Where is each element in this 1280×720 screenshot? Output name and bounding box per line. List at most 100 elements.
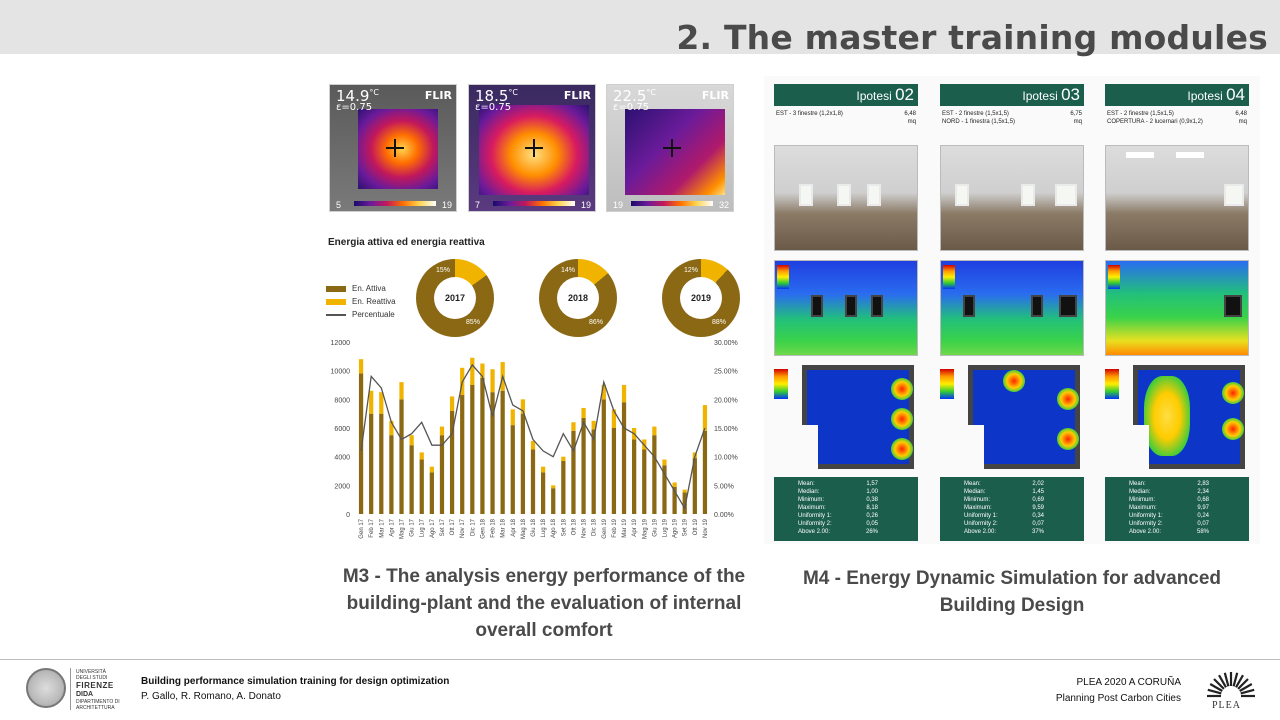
stat-row: Minimum: 0,68 [1129,496,1209,504]
bar-active [520,413,526,514]
stat-row: Mean: 2,02 [964,480,1044,488]
stat-label: Above 2.00: [798,529,831,535]
simulation-panel: Ipotesi 02 EST - 3 finestre (1,2x1,8) 6,… [764,76,1260,544]
x-tick-label: Mar 17 [379,518,385,537]
floor-area [1133,365,1245,469]
thermal-image-3: 22.5°C ε=0.75 FLIR 19 32 [606,84,734,212]
stat-label: Maximum: [964,505,992,511]
illuminance-falsecolor [774,260,918,356]
dept-name: DIDA [76,691,94,698]
stat-row: Maximum: 9,97 [1129,504,1209,512]
hypothesis-header: Ipotesi 04 [1105,84,1249,106]
bar-active [480,377,485,514]
x-tick-label: Mag 18 [521,518,527,539]
flir-logo: FLIR [424,89,452,102]
x-tick-label: Gen 18 [480,518,486,538]
y-tick-label: 2000 [334,483,350,490]
stat-row: Median: 2,34 [1129,488,1209,496]
bar-reactive [571,422,576,431]
stat-value: 0,24 [1197,513,1209,519]
window [811,295,823,317]
thermal-scale-bar [631,201,713,206]
bar-reactive [662,459,667,466]
bar-active [369,413,374,514]
hypothesis-number: 03 [1061,85,1080,104]
thermal-scale-min: 5 [336,200,342,210]
stat-row: Mean: 1,57 [798,480,878,488]
stats-box: Mean: 1,57 Median: 1,00 Minimum: 0,38 Maxim… [774,477,918,541]
x-tick-label: Giu 18 [531,518,537,536]
stat-value: 9,59 [1032,505,1044,511]
bar-active [439,435,445,514]
bar-active [581,417,586,514]
donut-active-pct: 86% [589,319,604,326]
color-scale [943,265,955,289]
illuminance-falsecolor [1105,260,1249,356]
color-scale [1108,265,1120,289]
bar-reactive [551,485,556,489]
bar-active [379,413,384,514]
stat-value: 0,26 [866,513,878,519]
bar-reactive [490,369,495,393]
donut-2018: 2018 14% 86% [539,259,617,337]
legend-swatch [326,298,346,305]
stat-label: Mean: [964,481,981,487]
hot-spot [1057,388,1079,410]
desc-area: 6,48 mq [1235,110,1247,126]
skylight-glow [1144,376,1190,456]
plea-logo-text: PLEA [1212,700,1241,711]
hot-spot [891,438,913,460]
bar-active [621,402,627,514]
stat-value: 2,02 [1032,481,1044,487]
x-tick-label: Nov 18 [582,518,588,538]
stat-value: 1,45 [1032,489,1044,495]
plan-notch [798,425,818,475]
stat-label: Uniformity 1: [798,513,832,519]
daylight-floor-plan [940,365,1084,475]
thermal-scale-max: 19 [441,200,452,210]
color-scale [1105,369,1119,399]
bar-reactive [591,420,596,430]
stats-box: Mean: 2,02 Median: 1,45 Minimum: 0,69 Maxim… [940,477,1084,541]
area-value: 6,48 [904,111,916,117]
bar-active [672,486,677,514]
stat-label: Minimum: [1129,497,1156,503]
bar-active [702,430,708,514]
stat-label: Above 2.00: [964,529,997,535]
window [1021,184,1035,206]
window [1055,184,1077,206]
bar-reactive [520,399,526,414]
donut-year: 2019 [680,277,722,319]
donut-reactive-pct: 15% [436,267,451,274]
bar-reactive [702,405,708,431]
bar-reactive [379,392,384,414]
bar-reactive [449,396,455,411]
stat-value: 1,00 [866,489,878,495]
stat-value: 0,68 [1197,497,1209,503]
hypothesis-number: 02 [895,85,914,104]
plan-notch [1129,425,1149,475]
stat-value: 1,57 [866,481,878,487]
floor-area [802,365,914,469]
stat-label: Maximum: [1129,505,1157,511]
x-tick-label: Feb 17 [369,518,375,537]
bar-reactive [581,407,586,418]
x-tick-label: Ott 17 [450,518,456,535]
bar-reactive [389,420,394,436]
thermal-scale-min: 7 [475,200,481,210]
footer-authors: P. Gallo, R. Romano, A. Donato [141,691,281,702]
thermal-scale-min: 19 [613,200,624,210]
skylight [1126,152,1154,158]
stat-row: Uniformity 2: 0,05 [798,520,878,528]
x-tick-label: Nov 19 [703,518,709,538]
x-tick-label: Ago 19 [673,518,679,538]
classroom-render [940,145,1084,251]
y-tick-label: 0 [346,512,350,519]
bar-active [662,465,667,514]
bar-active [540,472,546,514]
color-scale [774,369,788,399]
legend-label: En. Reattiva [352,297,396,306]
desc-area: 6,75 mq [1070,110,1082,126]
stat-row: Minimum: 0,38 [798,496,878,504]
area-value: 6,48 [1235,111,1247,117]
